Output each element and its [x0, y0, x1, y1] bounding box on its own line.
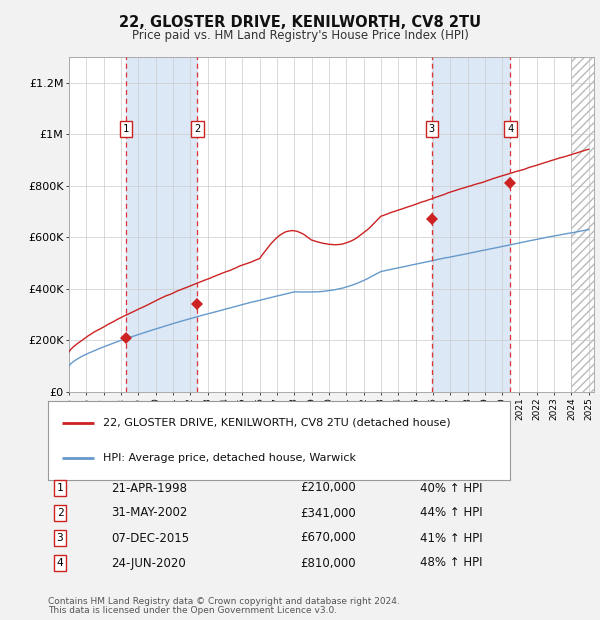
- Text: £670,000: £670,000: [300, 531, 356, 544]
- Text: Price paid vs. HM Land Registry's House Price Index (HPI): Price paid vs. HM Land Registry's House …: [131, 30, 469, 42]
- Text: 31-MAY-2002: 31-MAY-2002: [111, 507, 187, 520]
- Text: 07-DEC-2015: 07-DEC-2015: [111, 531, 189, 544]
- Text: This data is licensed under the Open Government Licence v3.0.: This data is licensed under the Open Gov…: [48, 606, 337, 615]
- Bar: [126, 57, 197, 392]
- Bar: [432, 57, 511, 392]
- Text: £810,000: £810,000: [300, 557, 356, 570]
- Text: £341,000: £341,000: [300, 507, 356, 520]
- Text: 4: 4: [508, 124, 514, 134]
- Text: Contains HM Land Registry data © Crown copyright and database right 2024.: Contains HM Land Registry data © Crown c…: [48, 597, 400, 606]
- Text: 1: 1: [56, 483, 64, 493]
- Text: 3: 3: [428, 124, 435, 134]
- Text: 24-JUN-2020: 24-JUN-2020: [111, 557, 186, 570]
- Text: 22, GLOSTER DRIVE, KENILWORTH, CV8 2TU: 22, GLOSTER DRIVE, KENILWORTH, CV8 2TU: [119, 16, 481, 30]
- Text: 22, GLOSTER DRIVE, KENILWORTH, CV8 2TU (detached house): 22, GLOSTER DRIVE, KENILWORTH, CV8 2TU (…: [103, 418, 451, 428]
- Text: £210,000: £210,000: [300, 482, 356, 495]
- Text: 44% ↑ HPI: 44% ↑ HPI: [420, 507, 482, 520]
- Bar: [571, 57, 598, 392]
- Text: 4: 4: [56, 558, 64, 568]
- Text: HPI: Average price, detached house, Warwick: HPI: Average price, detached house, Warw…: [103, 453, 356, 463]
- Text: 48% ↑ HPI: 48% ↑ HPI: [420, 557, 482, 570]
- Text: 1: 1: [123, 124, 130, 134]
- Text: 21-APR-1998: 21-APR-1998: [111, 482, 187, 495]
- Text: 2: 2: [194, 124, 200, 134]
- Text: 40% ↑ HPI: 40% ↑ HPI: [420, 482, 482, 495]
- Text: 2: 2: [56, 508, 64, 518]
- Bar: [571, 57, 598, 392]
- Text: 41% ↑ HPI: 41% ↑ HPI: [420, 531, 482, 544]
- Text: 3: 3: [56, 533, 64, 543]
